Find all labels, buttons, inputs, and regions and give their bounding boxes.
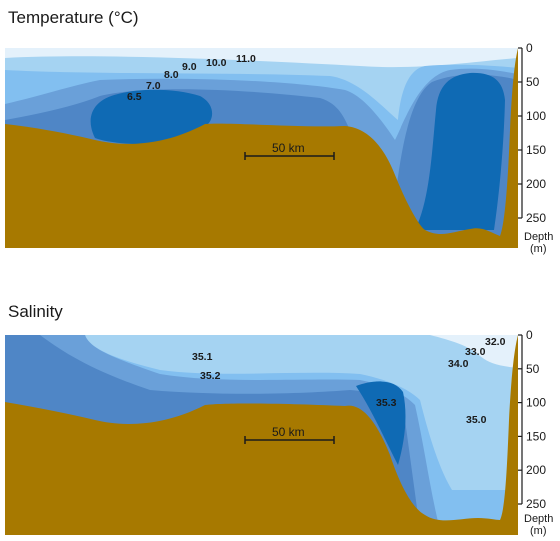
isohaline-label-35-0: 35.0 xyxy=(466,414,487,426)
isohaline-label-34-0: 34.0 xyxy=(448,358,469,370)
scale-bar xyxy=(244,436,335,444)
depth-tick-label-0: 0 xyxy=(526,41,533,55)
scale-bar-label: 50 km xyxy=(272,141,305,155)
temperature-panel: Temperature (°C) 6.5 7.0 8.0 9.0 10.0 11… xyxy=(0,0,560,265)
isotherm-label-9-0: 9.0 xyxy=(182,61,197,73)
isohaline-label-32-0: 32.0 xyxy=(485,336,506,348)
depth-tick-label-100: 100 xyxy=(526,109,546,123)
temperature-section-plot: 6.5 7.0 8.0 9.0 10.0 11.0 50 km 0 50 100 15… xyxy=(5,41,553,255)
depth-tick-label-150: 150 xyxy=(526,143,546,157)
depth-tick-label-100: 100 xyxy=(526,396,546,410)
depth-axis-unit-line2: (m) xyxy=(530,243,547,255)
temperature-title: Temperature (°C) xyxy=(8,8,139,27)
isohaline-label-35-1: 35.1 xyxy=(192,351,213,363)
depth-tick-label-250: 250 xyxy=(526,497,546,511)
isohaline-label-33-0: 33.0 xyxy=(465,346,486,358)
salinity-title: Salinity xyxy=(8,302,63,321)
cold-core-right xyxy=(415,72,505,230)
depth-axis-unit-line1: Depth xyxy=(524,513,553,525)
depth-tick-label-50: 50 xyxy=(526,75,540,89)
isohaline-label-35-2: 35.2 xyxy=(200,370,221,382)
depth-axis-unit-line1: Depth xyxy=(524,231,553,243)
depth-tick-label-50: 50 xyxy=(526,362,540,376)
isohaline-label-35-3: 35.3 xyxy=(376,397,397,409)
depth-tick-label-200: 200 xyxy=(526,177,546,191)
isotherm-label-10-0: 10.0 xyxy=(206,57,227,69)
depth-tick-label-0: 0 xyxy=(526,328,533,342)
seafloor xyxy=(5,48,518,248)
isotherm-label-11-0: 11.0 xyxy=(236,53,256,65)
scale-bar xyxy=(244,152,335,160)
isotherm-label-6-5: 6.5 xyxy=(127,91,142,103)
cold-core-left xyxy=(90,89,213,145)
salinity-panel: Salinity 35.1 35.2 35.3 35.0 34.0 33.0 3… xyxy=(0,290,560,541)
depth-tick-label-150: 150 xyxy=(526,429,546,443)
seafloor xyxy=(5,335,518,535)
depth-axis: 0 50 100 150 200 250 xyxy=(518,328,546,511)
isotherm-label-7-0: 7.0 xyxy=(146,80,161,92)
salinity-core xyxy=(356,381,406,465)
depth-tick-label-200: 200 xyxy=(526,463,546,477)
scale-bar-label: 50 km xyxy=(272,425,305,439)
salinity-section-plot: 35.1 35.2 35.3 35.0 34.0 33.0 32.0 50 km… xyxy=(5,328,553,537)
depth-axis: 0 50 100 150 200 250 xyxy=(518,41,546,225)
isotherm-label-8-0: 8.0 xyxy=(164,69,179,81)
depth-tick-label-250: 250 xyxy=(526,211,546,225)
depth-axis-unit-line2: (m) xyxy=(530,525,547,537)
